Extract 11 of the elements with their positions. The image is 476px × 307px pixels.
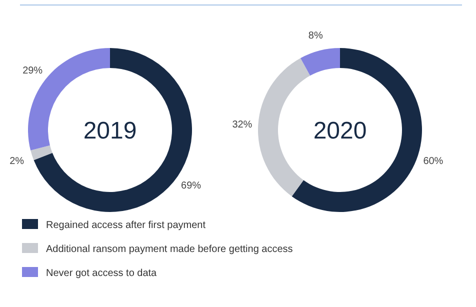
legend-label: Never got access to data <box>46 268 158 279</box>
data-label: 2% <box>10 156 24 167</box>
slice-label: 2019 <box>83 117 137 144</box>
data-label: 69% <box>181 180 202 192</box>
slice-label: 2020 <box>313 117 367 144</box>
data-label: 60% <box>423 156 444 167</box>
data-label: 8% <box>308 30 323 42</box>
legend-label: Regained access after first payment <box>46 220 206 231</box>
data-label: 29% <box>22 65 43 76</box>
data-label: 32% <box>232 119 252 130</box>
legend-label: Additional ransom payment made before getting access <box>46 244 293 255</box>
